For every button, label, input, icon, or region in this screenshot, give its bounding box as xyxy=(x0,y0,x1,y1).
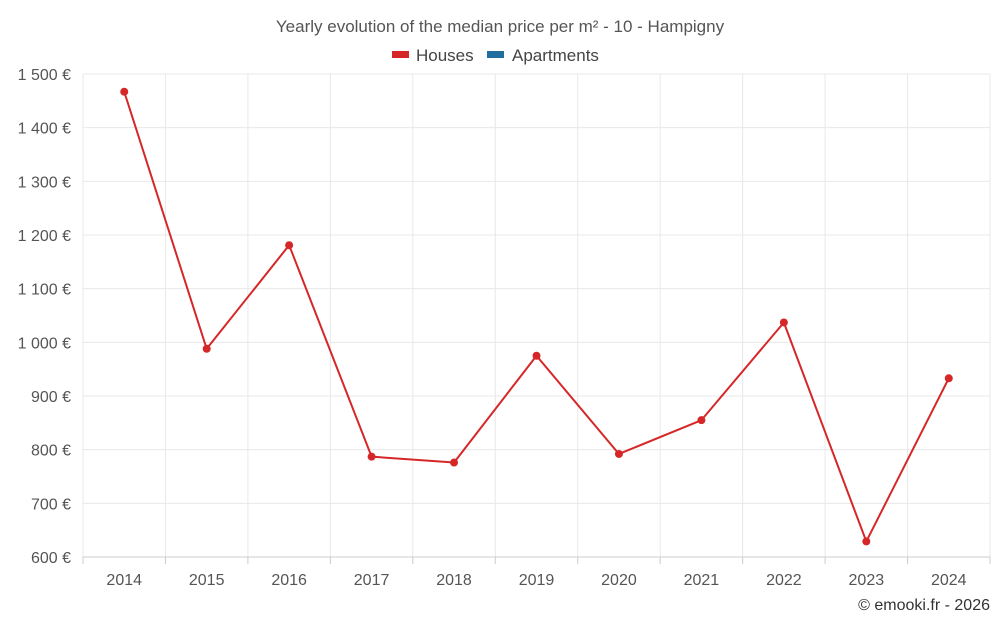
x-tick-label: 2018 xyxy=(436,572,472,589)
x-tick-label: 2024 xyxy=(931,572,967,589)
chart-title: Yearly evolution of the median price per… xyxy=(276,17,725,36)
data-point-houses-2019[interactable] xyxy=(532,351,541,360)
legend-swatch-apartments[interactable] xyxy=(487,51,504,58)
y-tick-label: 1 100 € xyxy=(18,282,71,299)
x-tick-label: 2019 xyxy=(519,572,555,589)
x-tick-label: 2014 xyxy=(106,572,142,589)
series-layer xyxy=(120,87,953,546)
y-tick-label: 1 200 € xyxy=(18,228,71,245)
y-tick-label: 700 € xyxy=(31,496,71,513)
credit-text: © emooki.fr - 2026 xyxy=(858,597,990,614)
legend-swatch-houses[interactable] xyxy=(392,51,409,58)
data-point-houses-2020[interactable] xyxy=(614,449,623,458)
x-tick-label: 2020 xyxy=(601,572,637,589)
y-tick-label: 1 300 € xyxy=(18,174,71,191)
x-tick-label: 2022 xyxy=(766,572,802,589)
y-tick-label: 1 000 € xyxy=(18,335,71,352)
data-point-houses-2018[interactable] xyxy=(450,458,459,467)
y-tick-label: 800 € xyxy=(31,443,71,460)
data-point-houses-2021[interactable] xyxy=(697,416,706,425)
y-tick-label: 1 500 € xyxy=(18,67,71,84)
y-tick-label: 900 € xyxy=(31,389,71,406)
x-tick-label: 2016 xyxy=(271,572,307,589)
legend-label-apartments[interactable]: Apartments xyxy=(512,46,599,65)
x-tick-label: 2017 xyxy=(354,572,390,589)
grid-lines xyxy=(82,73,991,558)
data-point-houses-2022[interactable] xyxy=(779,318,788,327)
y-tick-label: 1 400 € xyxy=(18,121,71,138)
legend[interactable]: Houses Apartments xyxy=(392,46,599,65)
data-point-houses-2023[interactable] xyxy=(862,537,871,546)
legend-label-houses[interactable]: Houses xyxy=(416,46,474,65)
x-tick-label: 2015 xyxy=(189,572,225,589)
data-point-houses-2014[interactable] xyxy=(120,87,129,96)
data-point-houses-2017[interactable] xyxy=(367,452,376,461)
data-point-houses-2015[interactable] xyxy=(202,344,211,353)
data-point-houses-2024[interactable] xyxy=(944,374,953,383)
data-point-houses-2016[interactable] xyxy=(285,241,294,250)
x-axis: 2014 2015 2016 2017 2018 2019 2020 2021 2022 2023… xyxy=(82,556,991,589)
y-axis: 600 € 700 € 800 € 900 € 1 000 € 1 100 € 1 200 … xyxy=(18,67,71,567)
x-tick-label: 2021 xyxy=(684,572,720,589)
x-tick-label: 2023 xyxy=(849,572,885,589)
y-tick-label: 600 € xyxy=(31,550,71,567)
